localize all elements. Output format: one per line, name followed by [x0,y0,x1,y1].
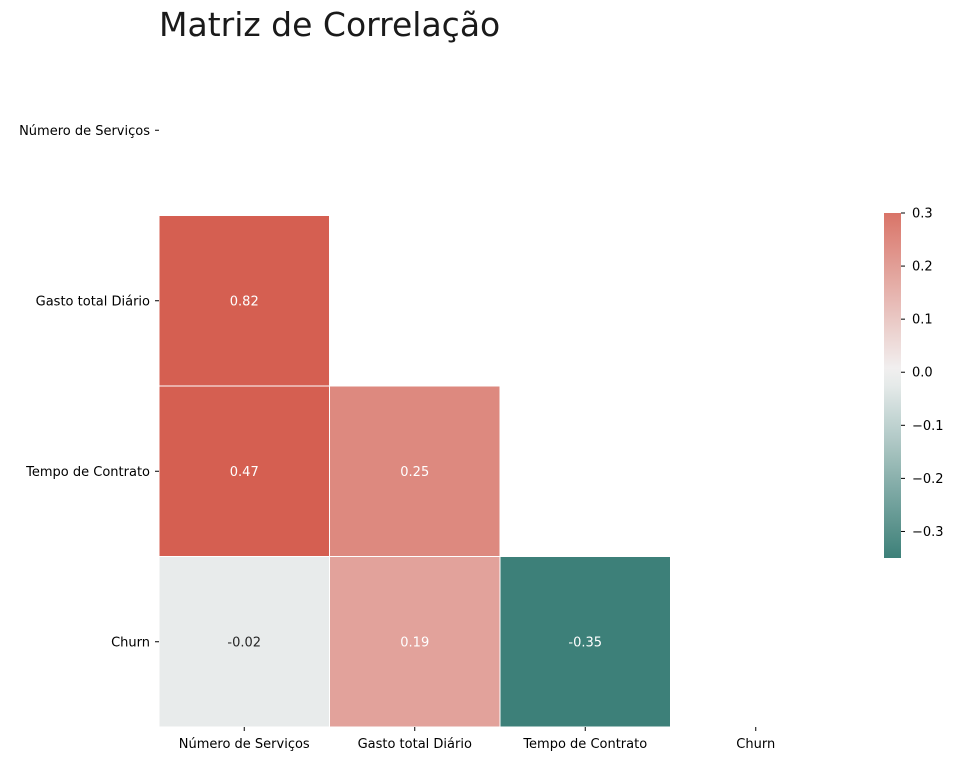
cell-value-label: 0.25 [400,465,429,480]
heatmap-cell [158,385,330,557]
y-tick-label-gasto-total-diario: Gasto total Diário [36,294,150,309]
x-tick-label-gasto-total-diario: Gasto total Diário [358,737,472,752]
colorbar-gradient [884,213,901,558]
cell-value-label: 0.82 [230,294,259,309]
heatmap-cell [329,385,501,557]
y-tick-label-churn: Churn [111,635,150,650]
colorbar-tick-label: −0.3 [912,525,944,540]
cell-value-label: 0.19 [400,635,429,650]
colorbar-tick-label: −0.2 [912,472,944,487]
colorbar-tick-label: 0.0 [912,366,933,381]
cell-value-label: -0.35 [568,635,602,650]
colorbar-tick-label: 0.1 [912,313,933,328]
heatmap-cell [499,556,671,728]
x-tick-label-churn: Churn [736,737,775,752]
heatmap-cell [158,556,330,728]
y-tick-label-tempo-de-contrato: Tempo de Contrato [25,465,150,480]
y-axis-ticks: Número de Serviços Gasto total Diário Temp… [19,124,159,650]
y-tick-label-numero-de-servicos: Número de Serviços [19,124,150,139]
chart-title: Matriz de Correlação [159,5,500,44]
colorbar-tick-label: −0.1 [912,419,944,434]
x-tick-label-tempo-de-contrato: Tempo de Contrato [522,737,647,752]
colorbar-tick-label: 0.3 [912,207,933,222]
cell-value-label: 0.47 [230,465,259,480]
cell-value-label: -0.02 [227,635,261,650]
colorbar: 0.3 0.2 0.1 0.0 −0.1 −0.2 −0.3 [884,207,944,558]
x-tick-label-numero-de-servicos: Número de Serviços [179,737,310,752]
x-axis-ticks: Número de Serviços Gasto total Diário Temp… [179,727,775,752]
heatmap-cells: 0.82 0.47 0.25 -0.02 0.19 -0.35 [158,215,671,728]
heatmap-cell [329,556,501,728]
heatmap-cell [158,215,330,387]
colorbar-tick-label: 0.2 [912,260,933,275]
